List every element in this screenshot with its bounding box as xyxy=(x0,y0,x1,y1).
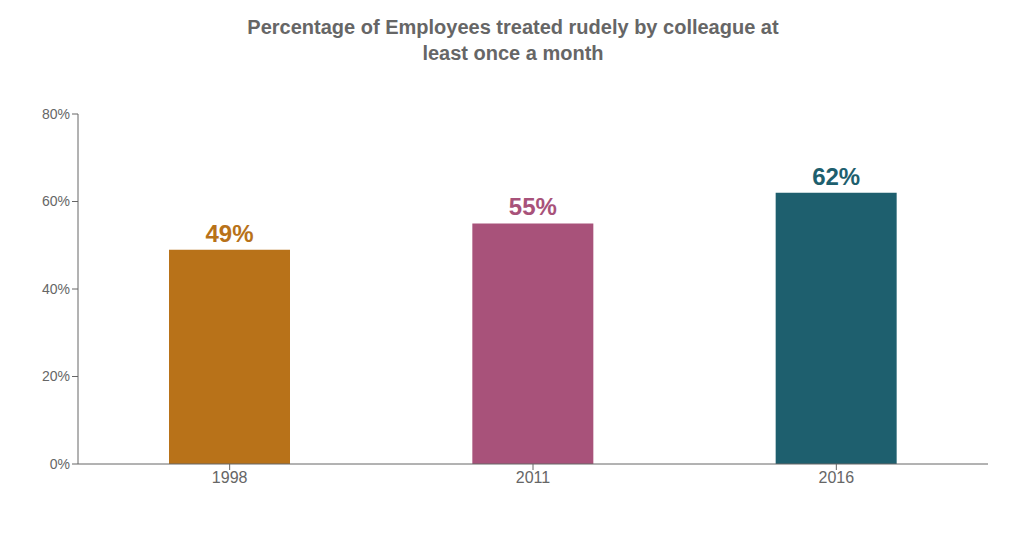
svg-text:20%: 20% xyxy=(42,368,70,384)
svg-text:60%: 60% xyxy=(42,193,70,209)
svg-text:49%: 49% xyxy=(205,220,253,247)
svg-text:40%: 40% xyxy=(42,281,70,297)
html-text:least once a month: least once a month xyxy=(422,42,604,64)
svg-text:80%: 80% xyxy=(42,106,70,122)
svg-text:62%: 62% xyxy=(812,163,860,190)
svg-text:1998: 1998 xyxy=(212,469,248,486)
svg-text:2011: 2011 xyxy=(516,469,551,486)
svg-text:55%: 55% xyxy=(509,193,557,220)
html-text:Percentage of Employees treate: Percentage of Employees treated rudely b… xyxy=(247,16,779,38)
svg-text:2016: 2016 xyxy=(819,469,855,486)
svg-text:0%: 0% xyxy=(50,456,70,472)
